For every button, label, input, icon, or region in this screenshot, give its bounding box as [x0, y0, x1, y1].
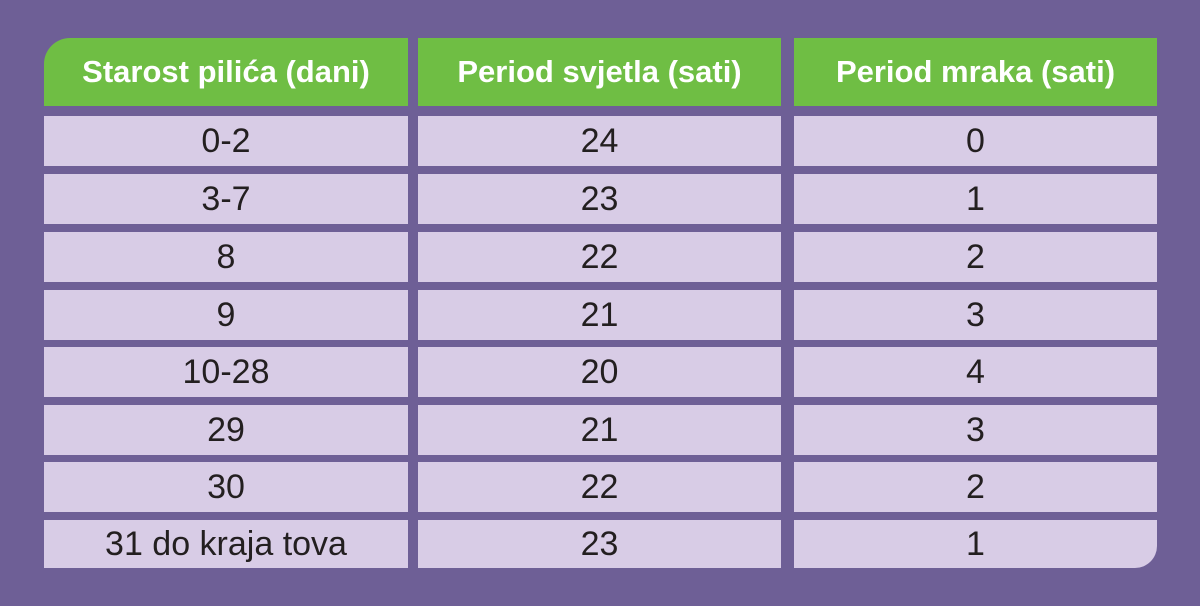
- header-cell: Starost pilića (dani): [44, 38, 408, 106]
- table-cell: 21: [418, 290, 781, 340]
- table-cell: 0: [794, 116, 1157, 166]
- table-cell: 9: [44, 290, 408, 340]
- header-cell: Period svjetla (sati): [418, 38, 781, 106]
- table-cell: 8: [44, 232, 408, 282]
- table-cell: 23: [418, 520, 781, 568]
- table-cell: 30: [44, 462, 408, 512]
- table-cell: 1: [794, 520, 1157, 568]
- table-cell: 10-28: [44, 347, 408, 397]
- table-cell: 21: [418, 405, 781, 455]
- table-cell: 31 do kraja tova: [44, 520, 408, 568]
- table-cell: 2: [794, 232, 1157, 282]
- table-cell: 3-7: [44, 174, 408, 224]
- table-cell: 3: [794, 405, 1157, 455]
- table-cell: 29: [44, 405, 408, 455]
- table-cell: 1: [794, 174, 1157, 224]
- table-cell: 0-2: [44, 116, 408, 166]
- table-cell: 20: [418, 347, 781, 397]
- table-cell: 22: [418, 462, 781, 512]
- table-cell: 24: [418, 116, 781, 166]
- table-cell: 2: [794, 462, 1157, 512]
- table-cell: 4: [794, 347, 1157, 397]
- header-cell: Period mraka (sati): [794, 38, 1157, 106]
- table-cell: 3: [794, 290, 1157, 340]
- table-cell: 22: [418, 232, 781, 282]
- table-cell: 23: [418, 174, 781, 224]
